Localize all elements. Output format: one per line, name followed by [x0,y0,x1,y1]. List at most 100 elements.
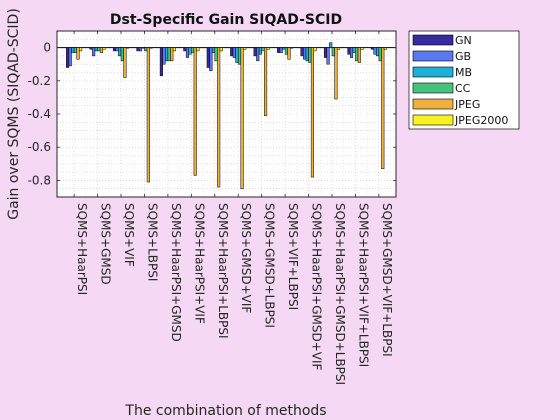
bar-cc-5 [167,47,171,62]
y-tick-label: -0.4 [28,107,51,121]
bar-jpeg2000-7 [219,47,223,52]
x-tick-label: SQMS+GMSD+VIF [239,203,253,313]
bar-jpeg2000-8 [243,47,247,50]
bar-gb-8 [232,47,236,58]
y-axis-ticks: 0 -0.2 -0.4 -0.6 -0.8 [28,41,396,187]
x-axis-label: The combination of methods [124,403,326,419]
bar-mb-11 [305,47,309,62]
bar-jpeg-13 [357,47,361,63]
bar-mb-5 [165,47,169,62]
plot-frame [56,30,397,198]
bar-gb-3 [115,47,119,52]
y-tick-label: -0.2 [28,74,51,88]
bar-mb-10 [282,47,286,50]
legend-label-gn: GN [455,34,472,47]
bar-jpeg-4 [146,47,150,183]
bar-gb-12 [326,47,330,65]
legend-label-jpeg: JPEG [454,98,480,111]
bar-jpeg-9 [264,47,268,116]
legend-swatch-cc [412,82,454,94]
bar-gn-13 [347,47,351,55]
bar-gn-4 [136,47,140,52]
bar-gb-6 [185,47,189,58]
x-axis-ticks: SQMS+HaarPSI SQMS+GMSD SQMS+VIF SQMS+LBPSI S… [73,31,394,385]
x-tick-label: SQMS+GMSD [99,203,113,285]
legend-swatch-jpeg [412,98,454,110]
bar-gb-4 [138,47,143,52]
x-tick-label: SQMS+VIF+LBPSI [286,203,300,310]
bar-marks [66,42,387,189]
bar-gb-13 [349,47,354,58]
bar-mb-6 [188,47,192,55]
y-axis-label: Gain over SQMS (SIQAD-SCID) [6,8,22,220]
bar-jpeg-3 [123,47,127,78]
bar-cc-1 [73,47,77,53]
bar-gb-5 [162,47,166,65]
bar-jpeg2000-1 [79,47,83,52]
legend-swatch-mb [412,66,454,78]
bar-cc-7 [214,47,218,62]
legend-label-jpeg2000: JPEG2000 [454,114,508,127]
bar-gn-12 [323,47,328,58]
bar-gb-7 [209,47,213,72]
bar-jpeg-12 [334,47,338,100]
bar-mb-13 [352,47,356,53]
x-tick-label: SQMS+HaarPSI+LBPSI [216,203,230,339]
bar-jpeg-7 [217,47,221,188]
bar-jpeg-8 [240,47,244,189]
bar-jpeg2000-3 [125,47,130,49]
bar-mb-1 [71,47,75,53]
bar-mb-3 [118,47,122,57]
bar-cc-9 [261,47,265,52]
bar-gb-2 [92,47,96,57]
bar-jpeg-1 [76,47,80,60]
bar-gn-10 [277,47,281,53]
legend-swatch-jpeg2000 [412,114,454,126]
x-tick-label: SQMS+HaarPSI [75,203,89,295]
bar-cc-10 [284,47,288,55]
bar-gb-14 [373,47,377,55]
chart-title: Dst-Specific Gain SIQAD-SCID [110,12,342,28]
x-tick-label: SQMS+HaarPSI+GMSD+VIF [310,203,324,371]
bar-jpeg2000-6 [196,47,200,52]
bar-jpeg-10 [287,47,291,60]
y-tick-label: -0.6 [28,140,51,154]
bar-gb-9 [256,47,260,62]
bar-cc-3 [120,47,124,62]
bar-cc-2 [97,47,101,52]
bar-gb-11 [303,47,307,60]
bar-jpeg2000-11 [313,47,317,52]
bar-gn-3 [112,47,117,52]
x-tick-label: SQMS+GMSD+LBPSI [263,203,277,328]
bar-jpeg2000-4 [149,47,153,49]
bar-cc-8 [237,47,242,65]
bar-gn-9 [253,47,257,57]
bar-cc-11 [308,47,312,63]
bar-mb-14 [376,47,380,57]
legend-label-gb: GB [455,50,471,63]
x-tick-label: SQMS+HaarPSI+VIF+LBPSI [356,203,370,367]
bar-gb-1 [68,47,72,67]
bar-gn-11 [300,47,304,57]
bar-cc-13 [355,47,359,62]
legend-label-mb: MB [455,66,472,79]
bar-jpeg-14 [381,47,385,170]
bar-gn-5 [159,47,163,77]
bar-jpeg2000-9 [266,47,270,50]
x-tick-label: SQMS+VIF [122,203,136,267]
bar-cc-14 [378,47,382,62]
bar-cc-6 [191,47,195,53]
x-tick-label: SQMS+HaarPSI+GMSD+LBPSI [333,203,347,385]
bar-gn-6 [183,47,187,52]
bar-jpeg2000-5 [172,47,176,52]
x-tick-label: SQMS+HaarPSI+GMSD [169,203,183,342]
bar-gn-7 [206,47,210,68]
legend-swatch-gn [412,34,454,46]
y-tick-label: 0 [43,41,51,55]
bar-jpeg2000-14 [383,47,387,50]
bar-jpeg2000-12 [336,47,341,50]
bar-mb-12 [329,42,333,48]
bar-mb-9 [258,47,262,55]
bar-cc-4 [144,47,148,52]
